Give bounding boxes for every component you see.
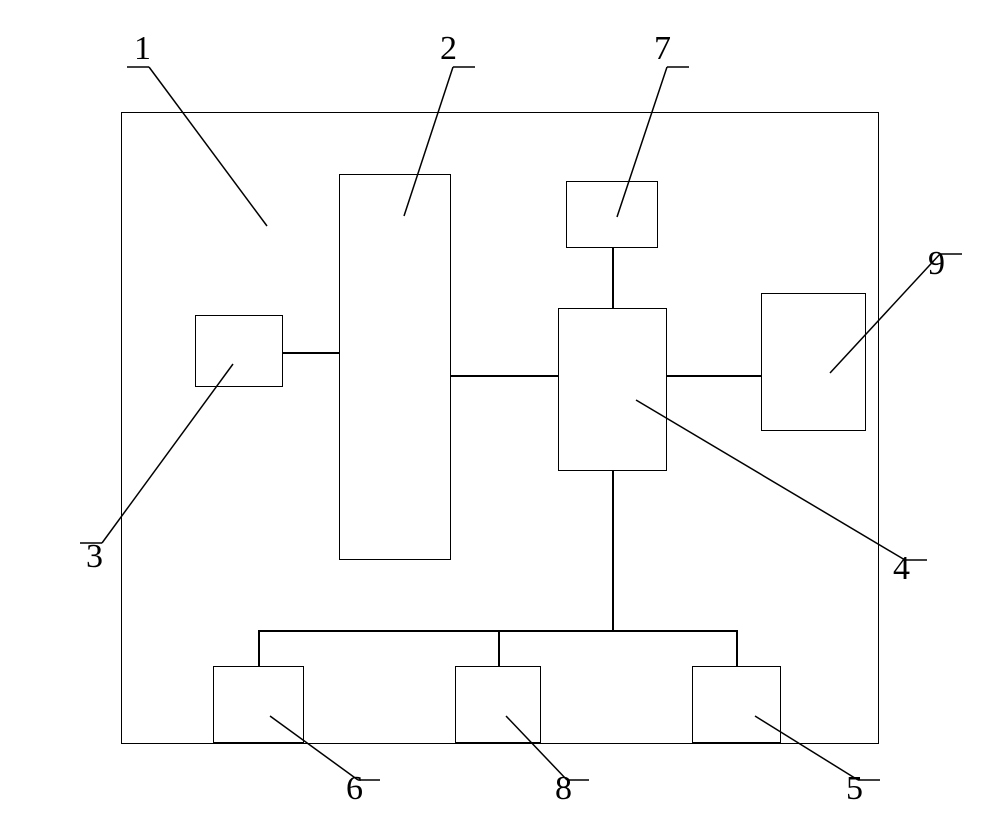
block-9 [761,293,866,431]
callout-label-3: 3 [86,538,103,576]
connector-line [451,375,558,377]
connector-line [612,471,614,630]
block-7 [566,181,658,248]
block-8 [455,666,541,743]
block-2 [339,174,451,560]
connector-line [736,630,738,666]
block-3 [195,315,283,387]
callout-label-5: 5 [846,770,863,808]
connector-line [258,630,260,666]
connector-line [498,630,500,666]
callout-label-1: 1 [134,30,151,68]
callout-label-4: 4 [893,550,910,588]
callout-label-6: 6 [346,770,363,808]
connector-line [258,630,736,632]
callout-label-7: 7 [654,30,671,68]
block-4 [558,308,667,471]
callout-label-9: 9 [928,245,945,283]
connector-line [283,352,339,354]
callout-label-2: 2 [440,30,457,68]
callout-label-8: 8 [555,770,572,808]
block-5 [692,666,781,743]
diagram-canvas: 1 2 3 4 5 6 7 8 9 [0,0,1000,817]
block-6 [213,666,304,743]
connector-line [667,375,761,377]
connector-line [612,248,614,308]
